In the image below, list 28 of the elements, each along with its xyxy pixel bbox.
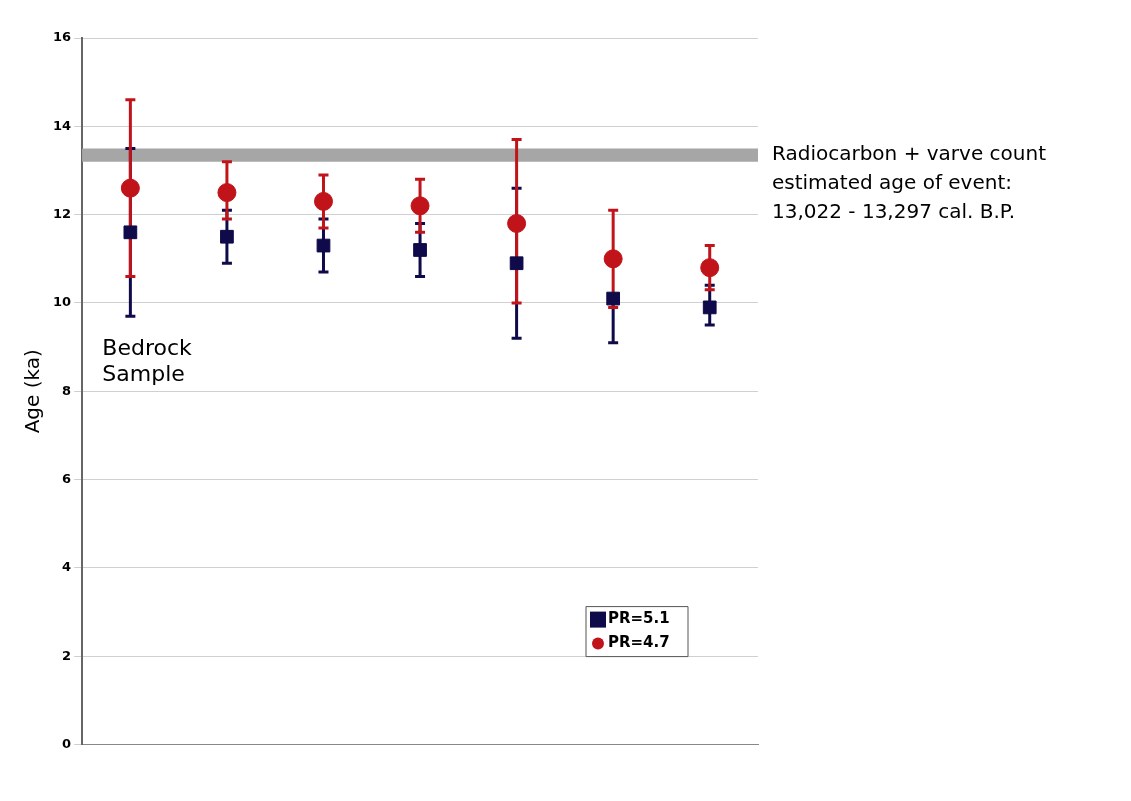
point	[507, 213, 527, 233]
y-tick-label: 6	[62, 471, 72, 486]
point	[413, 243, 427, 257]
point	[313, 191, 333, 211]
point	[316, 238, 331, 253]
band-label: Radiocarbon + varve count estimated age of event: 13,022 - 13,297 cal. B.P.	[772, 141, 1047, 224]
y-tick-label: 0	[62, 735, 72, 751]
y-tick-label: 16	[53, 29, 72, 45]
y-tick-label: 8	[62, 382, 72, 398]
y-tick-label: 14	[53, 117, 72, 133]
point	[410, 196, 430, 216]
point	[606, 291, 621, 306]
point	[509, 256, 524, 271]
point	[217, 183, 237, 203]
y-tick-label: 2	[62, 647, 72, 663]
point	[702, 300, 717, 315]
point	[120, 178, 140, 198]
legend-label: PR=4.7	[608, 633, 670, 652]
point	[123, 225, 138, 240]
y-tick-label: 4	[62, 559, 72, 575]
legend-label: PR=5.1	[608, 609, 670, 628]
y-tick-label: 12	[53, 206, 72, 222]
point	[700, 258, 720, 278]
y-axis-title: Age (ka)	[20, 349, 45, 434]
y-tick-label: 10	[53, 294, 72, 310]
point	[220, 229, 234, 244]
annotation: Bedrock Sample	[102, 335, 193, 387]
point	[603, 249, 623, 269]
